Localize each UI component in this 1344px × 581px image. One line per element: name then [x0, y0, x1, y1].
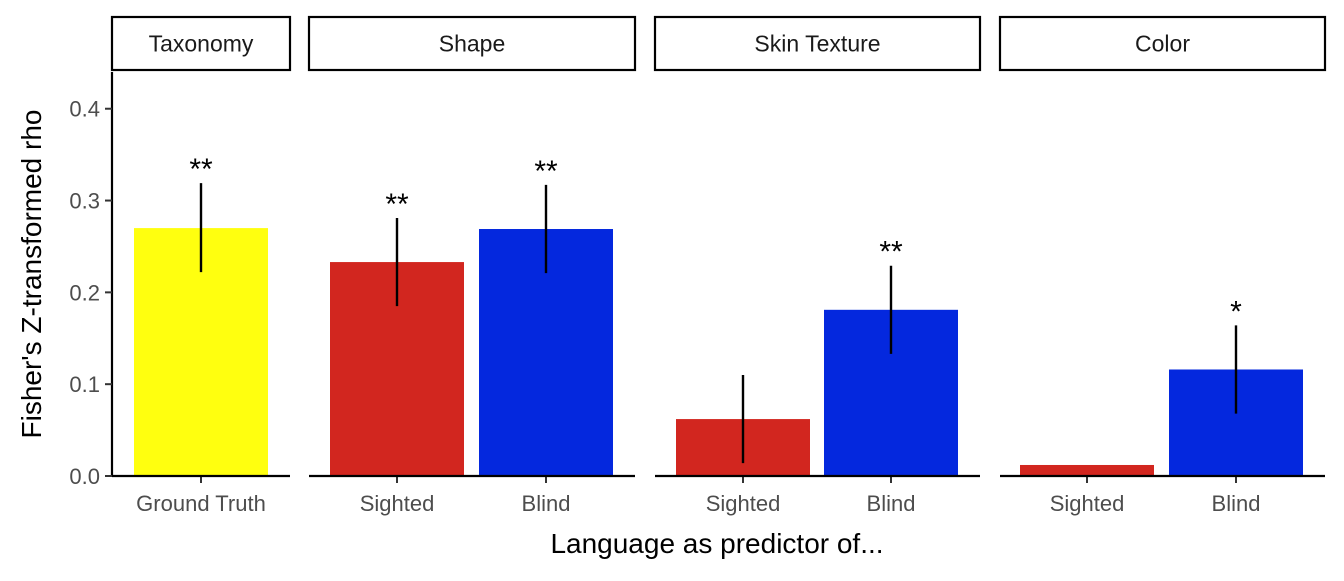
facet-strip-label: Skin Texture — [754, 31, 880, 57]
x-tick-label: Sighted — [706, 491, 781, 516]
x-tick-label: Blind — [522, 491, 571, 516]
significance-label: ** — [534, 155, 558, 188]
facet-strip — [998, 15, 1327, 72]
y-tick-label: 0.1 — [69, 372, 100, 397]
y-tick-label: 0.4 — [69, 97, 100, 122]
y-axis: 0.0 0.1 0.2 0.3 0.4 — [69, 72, 114, 489]
x-axis-title: Language as predictor of... — [550, 528, 883, 559]
y-tick-label: 0.2 — [69, 280, 100, 305]
facet-strip — [653, 15, 982, 72]
x-tick-label: Sighted — [1050, 491, 1125, 516]
significance-label: * — [1230, 295, 1242, 328]
facet-strip — [307, 15, 637, 72]
x-tick-label: Sighted — [360, 491, 435, 516]
facet-strip-label: Shape — [439, 31, 506, 57]
bar-color-sighted — [1020, 464, 1154, 476]
significance-label: ** — [879, 236, 903, 269]
panel-color: Color Sighted * Blind — [998, 15, 1327, 516]
x-tick-label: Blind — [867, 491, 916, 516]
facet-strip-label: Taxonomy — [149, 31, 254, 57]
x-tick-label: Ground Truth — [136, 491, 266, 516]
y-tick-label: 0.3 — [69, 189, 100, 214]
facet-panels: Taxonomy ** Ground Truth Shape ** Sighted ** Bl… — [110, 15, 1327, 516]
y-axis-title: Fisher's Z-transformed rho — [16, 110, 47, 439]
facet-strip-label: Color — [1135, 31, 1190, 57]
x-tick-label: Blind — [1212, 491, 1261, 516]
facet-strip — [110, 15, 292, 72]
panel-taxonomy: Taxonomy ** Ground Truth — [110, 15, 292, 516]
significance-label: ** — [189, 153, 213, 186]
significance-label: ** — [385, 188, 409, 221]
y-tick-label: 0.0 — [69, 464, 100, 489]
panel-skin-texture: Skin Texture Sighted ** Blind — [653, 15, 982, 516]
panel-shape: Shape ** Sighted ** Blind — [307, 15, 637, 516]
